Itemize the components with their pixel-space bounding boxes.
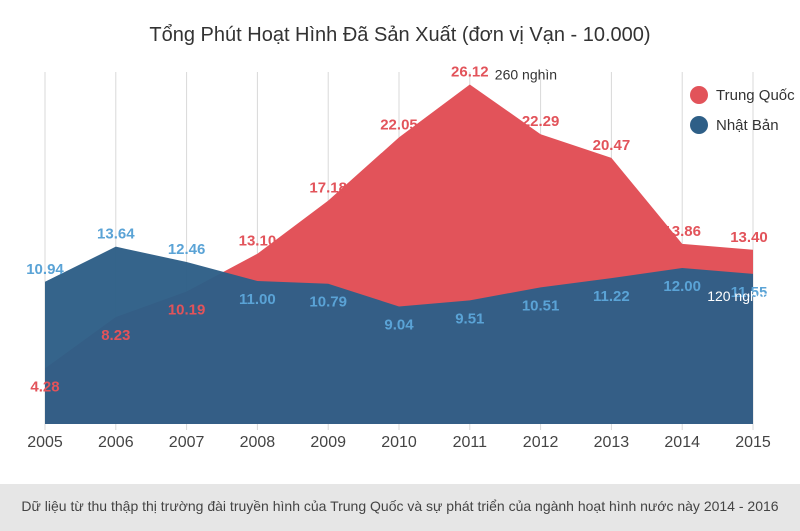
data-label-japan-2007: 12.46 [168, 241, 206, 258]
data-label-japan-2015: 11.55 [731, 284, 768, 301]
x-tick-2013: 2013 [594, 434, 630, 451]
x-tick-2011: 2011 [453, 434, 488, 451]
area-japan [45, 246, 753, 424]
data-label-japan-2013: 11.22 [593, 288, 630, 305]
footer-source-note: Dữ liệu từ thu thập thị trường đài truyề… [21, 498, 779, 514]
data-label-china-2007: 10.19 [168, 302, 206, 319]
x-tick-2005: 2005 [27, 434, 63, 451]
data-label-china-2011: 26.12 [451, 63, 489, 80]
x-tick-2008: 2008 [240, 434, 276, 451]
data-label-china-2008: 13.10 [239, 233, 277, 250]
data-label-japan-2011: 9.51 [455, 310, 484, 327]
data-label-japan-2008: 11.00 [239, 291, 276, 308]
data-label-japan-2006: 13.64 [97, 226, 135, 243]
data-label-china-2015: 13.40 [730, 229, 768, 246]
annotation-china-peak: 260 nghìn [495, 66, 557, 82]
legend-item-japan: Nhật Bản [690, 116, 779, 134]
data-label-china-2010: 22.05 [380, 116, 418, 133]
data-label-japan-2012: 10.51 [522, 297, 560, 314]
data-label-japan-2009: 10.79 [309, 294, 347, 311]
data-label-china-2012: 22.29 [522, 113, 560, 130]
footer-bar: Dữ liệu từ thu thập thị trường đài truyề… [0, 484, 800, 531]
data-label-china-2005: 4.28 [30, 378, 59, 395]
x-tick-2007: 2007 [169, 434, 205, 451]
x-axis-ticks: 2005 2006 2007 2008 2009 2010 2011 2012 2013 2014… [27, 434, 771, 451]
area-chart: 2005 2006 2007 2008 2009 2010 2011 2012 2013 2014… [26, 63, 771, 451]
legend-item-china: Trung Quốc [690, 86, 795, 104]
x-tick-2010: 2010 [381, 434, 417, 451]
data-label-japan-2005: 10.94 [26, 261, 64, 278]
area-layer [45, 84, 753, 424]
chart-title: Tổng Phút Hoạt Hình Đã Sản Xuất (đơn vị … [149, 24, 651, 46]
legend-swatch-china [690, 86, 708, 104]
data-label-japan-2014: 12.00 [663, 278, 701, 295]
legend-label-china: Trung Quốc [716, 86, 795, 104]
data-labels: 4.28 10.94 8.23 13.64 10.19 12.46 13.10 11.00 17… [26, 63, 769, 395]
x-tick-2006: 2006 [98, 434, 134, 451]
data-label-japan-2010: 9.04 [384, 316, 414, 333]
x-tick-2012: 2012 [523, 434, 559, 451]
x-tick-2009: 2009 [310, 434, 346, 451]
x-tick-2015: 2015 [735, 434, 771, 451]
data-label-china-2009: 17.18 [309, 180, 347, 197]
data-label-china-2014: 13.86 [663, 223, 701, 240]
data-label-china-2013: 20.47 [593, 137, 631, 154]
legend-swatch-japan [690, 116, 708, 134]
x-tick-2014: 2014 [664, 434, 700, 451]
annotation-japan-2014: 120 nghìn [707, 288, 769, 304]
legend-label-japan: Nhật Bản [716, 116, 779, 134]
data-label-china-2006: 8.23 [101, 327, 130, 344]
